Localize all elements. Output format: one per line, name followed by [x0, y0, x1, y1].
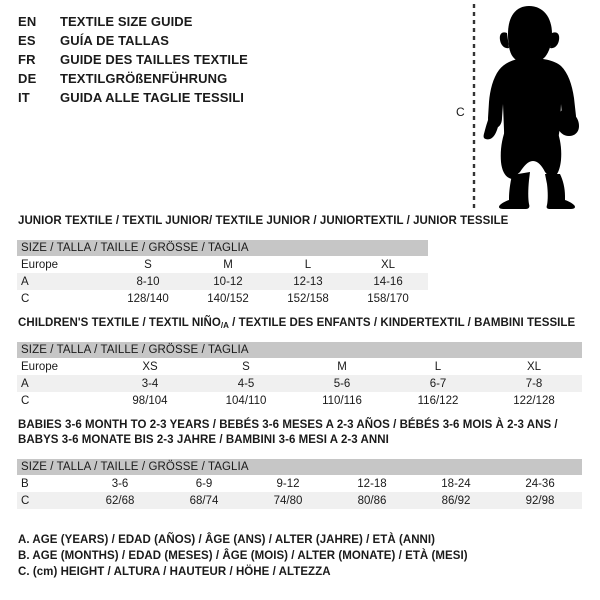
language-title-fr: GUIDE DES TAILLES TEXTILE [60, 52, 248, 67]
junior-c-cell-2: 152/158 [287, 292, 329, 305]
children-c-cell-3: 116/122 [417, 394, 459, 407]
babies-c-cell-5: 92/98 [498, 492, 583, 509]
children-row-label-c: C [21, 394, 30, 407]
children-europe-cell-3: L [434, 360, 442, 373]
toddler-body-shape [483, 6, 579, 209]
babies-row-b: B 3-6 6-9 9-12 12-18 18-24 24-36 [17, 475, 582, 492]
babies-b-cell-2: 9-12 [276, 477, 300, 490]
babies-section-title-line2: BABYS 3-6 MONATE BIS 2-3 JAHRE / BAMBINI… [18, 434, 389, 446]
language-header-block: EN TEXTILE SIZE GUIDE ES GUÍA DE TALLAS … [18, 12, 438, 107]
language-title-it: GUIDA ALLE TAGLIE TESSILI [60, 90, 245, 105]
babies-c-cell-3: 80/86 [330, 492, 414, 509]
children-section-title: CHILDREN'S TEXTILE / TEXTIL NIÑO/A / TEX… [0, 316, 600, 331]
babies-size-header-label: SIZE / TALLA / TAILLE / GRÖSSE / TAGLIA [17, 459, 583, 475]
babies-b-cell-4: 18-24 [441, 477, 471, 490]
junior-row-label-c: C [21, 292, 30, 305]
babies-b-cell-3: 12-18 [357, 477, 387, 490]
babies-row-c: C 62/68 68/74 74/80 80/86 86/92 92/98 [17, 492, 583, 509]
children-c-cell-4: 122/128 [513, 394, 555, 407]
legend-line-c: C. (cm) HEIGHT / ALTURA / HAUTEUR / HÖHE… [18, 566, 331, 578]
junior-row-europe: Europe S M L XL [17, 256, 428, 273]
junior-europe-cell-1: M [223, 258, 233, 271]
junior-a-cell-1: 10-12 [188, 273, 268, 290]
children-c-cell-0: 98/104 [132, 394, 168, 407]
language-code-en: EN [18, 14, 37, 29]
measurement-illustration: C [450, 0, 600, 212]
language-title-en: TEXTILE SIZE GUIDE [60, 14, 193, 29]
junior-row-label-a: A [17, 273, 108, 290]
language-code-it: IT [18, 90, 30, 105]
children-a-cell-1: 4-5 [198, 375, 294, 392]
children-row-europe: Europe XS S M L XL [17, 358, 582, 375]
junior-c-cell-3: 158/170 [367, 292, 409, 305]
children-row-c: C 98/104 104/110 110/116 116/122 122/128 [17, 392, 582, 409]
children-europe-cell-0: XS [142, 360, 158, 373]
section-children-textile: CHILDREN'S TEXTILE / TEXTIL NIÑO/A / TEX… [0, 316, 600, 409]
children-row-label-a: A [17, 375, 102, 392]
children-row-a: A 3-4 4-5 5-6 6-7 7-8 [17, 375, 583, 392]
babies-b-cell-1: 6-9 [195, 477, 213, 490]
babies-c-cell-4: 86/92 [414, 492, 498, 509]
babies-size-table: SIZE / TALLA / TAILLE / GRÖSSE / TAGLIA … [17, 459, 583, 509]
measurement-legend: A. AGE (YEARS) / EDAD (AÑOS) / ÂGE (ANS)… [18, 532, 578, 580]
children-title-subscript: /A [220, 321, 229, 330]
babies-table-header-bar: SIZE / TALLA / TAILLE / GRÖSSE / TAGLIA [17, 459, 583, 475]
children-a-cell-3: 6-7 [390, 375, 486, 392]
junior-row-c: C 128/140 140/152 152/158 158/170 [17, 290, 428, 307]
children-a-cell-4: 7-8 [486, 375, 583, 392]
junior-row-label-europe: Europe [21, 258, 59, 271]
babies-section-title-line1: BABIES 3-6 MONTH TO 2-3 YEARS / BEBÉS 3-… [18, 419, 558, 431]
legend-line-a: A. AGE (YEARS) / EDAD (AÑOS) / ÂGE (ANS)… [18, 534, 436, 546]
children-row-label-europe: Europe [21, 360, 59, 373]
language-row-es: ES GUÍA DE TALLAS [18, 31, 438, 50]
children-europe-cell-2: M [337, 360, 347, 373]
babies-c-cell-1: 68/74 [162, 492, 246, 509]
junior-table-header-bar: SIZE / TALLA / TAILLE / GRÖSSE / TAGLIA [17, 240, 429, 256]
section-junior-textile: JUNIOR TEXTILE / TEXTIL JUNIOR/ TEXTILE … [0, 214, 600, 307]
children-size-table: SIZE / TALLA / TAILLE / GRÖSSE / TAGLIA … [17, 342, 583, 409]
language-code-es: ES [18, 33, 36, 48]
section-babies-textile: BABIES 3-6 MONTH TO 2-3 YEARS / BEBÉS 3-… [0, 418, 600, 509]
language-title-es: GUÍA DE TALLAS [60, 33, 170, 48]
language-row-fr: FR GUIDE DES TAILLES TEXTILE [18, 50, 438, 69]
language-row-de: DE TEXTILGRÖßENFÜHRUNG [18, 69, 438, 88]
legend-line-b: B. AGE (MONTHS) / EDAD (MESES) / ÂGE (MO… [18, 550, 468, 562]
junior-c-cell-1: 140/152 [207, 292, 249, 305]
junior-europe-cell-3: XL [380, 258, 396, 271]
junior-europe-cell-0: S [144, 258, 152, 271]
junior-a-cell-0: 8-10 [108, 273, 188, 290]
children-title-part-a: CHILDREN'S TEXTILE / TEXTIL NIÑO [18, 317, 221, 329]
children-europe-cell-4: XL [526, 360, 542, 373]
height-measure-label: C [456, 105, 465, 119]
language-row-it: IT GUIDA ALLE TAGLIE TESSILI [18, 88, 438, 107]
junior-row-a: A 8-10 10-12 12-13 14-16 [17, 273, 429, 290]
junior-section-title: JUNIOR TEXTILE / TEXTIL JUNIOR/ TEXTILE … [18, 215, 509, 227]
junior-a-cell-3: 14-16 [348, 273, 429, 290]
children-table-header-bar: SIZE / TALLA / TAILLE / GRÖSSE / TAGLIA [17, 342, 583, 358]
children-c-cell-1: 104/110 [225, 394, 267, 407]
language-row-en: EN TEXTILE SIZE GUIDE [18, 12, 438, 31]
toddler-silhouette-icon [472, 4, 579, 209]
language-title-de: TEXTILGRÖßENFÜHRUNG [60, 71, 228, 86]
junior-a-cell-2: 12-13 [268, 273, 348, 290]
children-a-cell-0: 3-4 [102, 375, 198, 392]
babies-row-label-b: B [21, 477, 29, 490]
babies-b-cell-0: 3-6 [111, 477, 129, 490]
language-code-fr: FR [18, 52, 36, 67]
language-code-de: DE [18, 71, 37, 86]
children-a-cell-2: 5-6 [294, 375, 390, 392]
children-size-header-label: SIZE / TALLA / TAILLE / GRÖSSE / TAGLIA [17, 342, 583, 358]
children-title-part-b: / TEXTILE DES ENFANTS / KINDERTEXTIL / B… [228, 317, 576, 329]
junior-europe-cell-2: L [304, 258, 312, 271]
junior-size-table: SIZE / TALLA / TAILLE / GRÖSSE / TAGLIA … [17, 240, 429, 307]
babies-b-cell-5: 24-36 [525, 477, 555, 490]
junior-size-header-label: SIZE / TALLA / TAILLE / GRÖSSE / TAGLIA [17, 240, 429, 256]
children-europe-cell-1: S [242, 360, 250, 373]
babies-c-cell-2: 74/80 [246, 492, 330, 509]
babies-c-cell-0: 62/68 [78, 492, 162, 509]
junior-c-cell-0: 128/140 [127, 292, 169, 305]
babies-row-label-c: C [17, 492, 78, 509]
children-c-cell-2: 110/116 [322, 394, 362, 407]
